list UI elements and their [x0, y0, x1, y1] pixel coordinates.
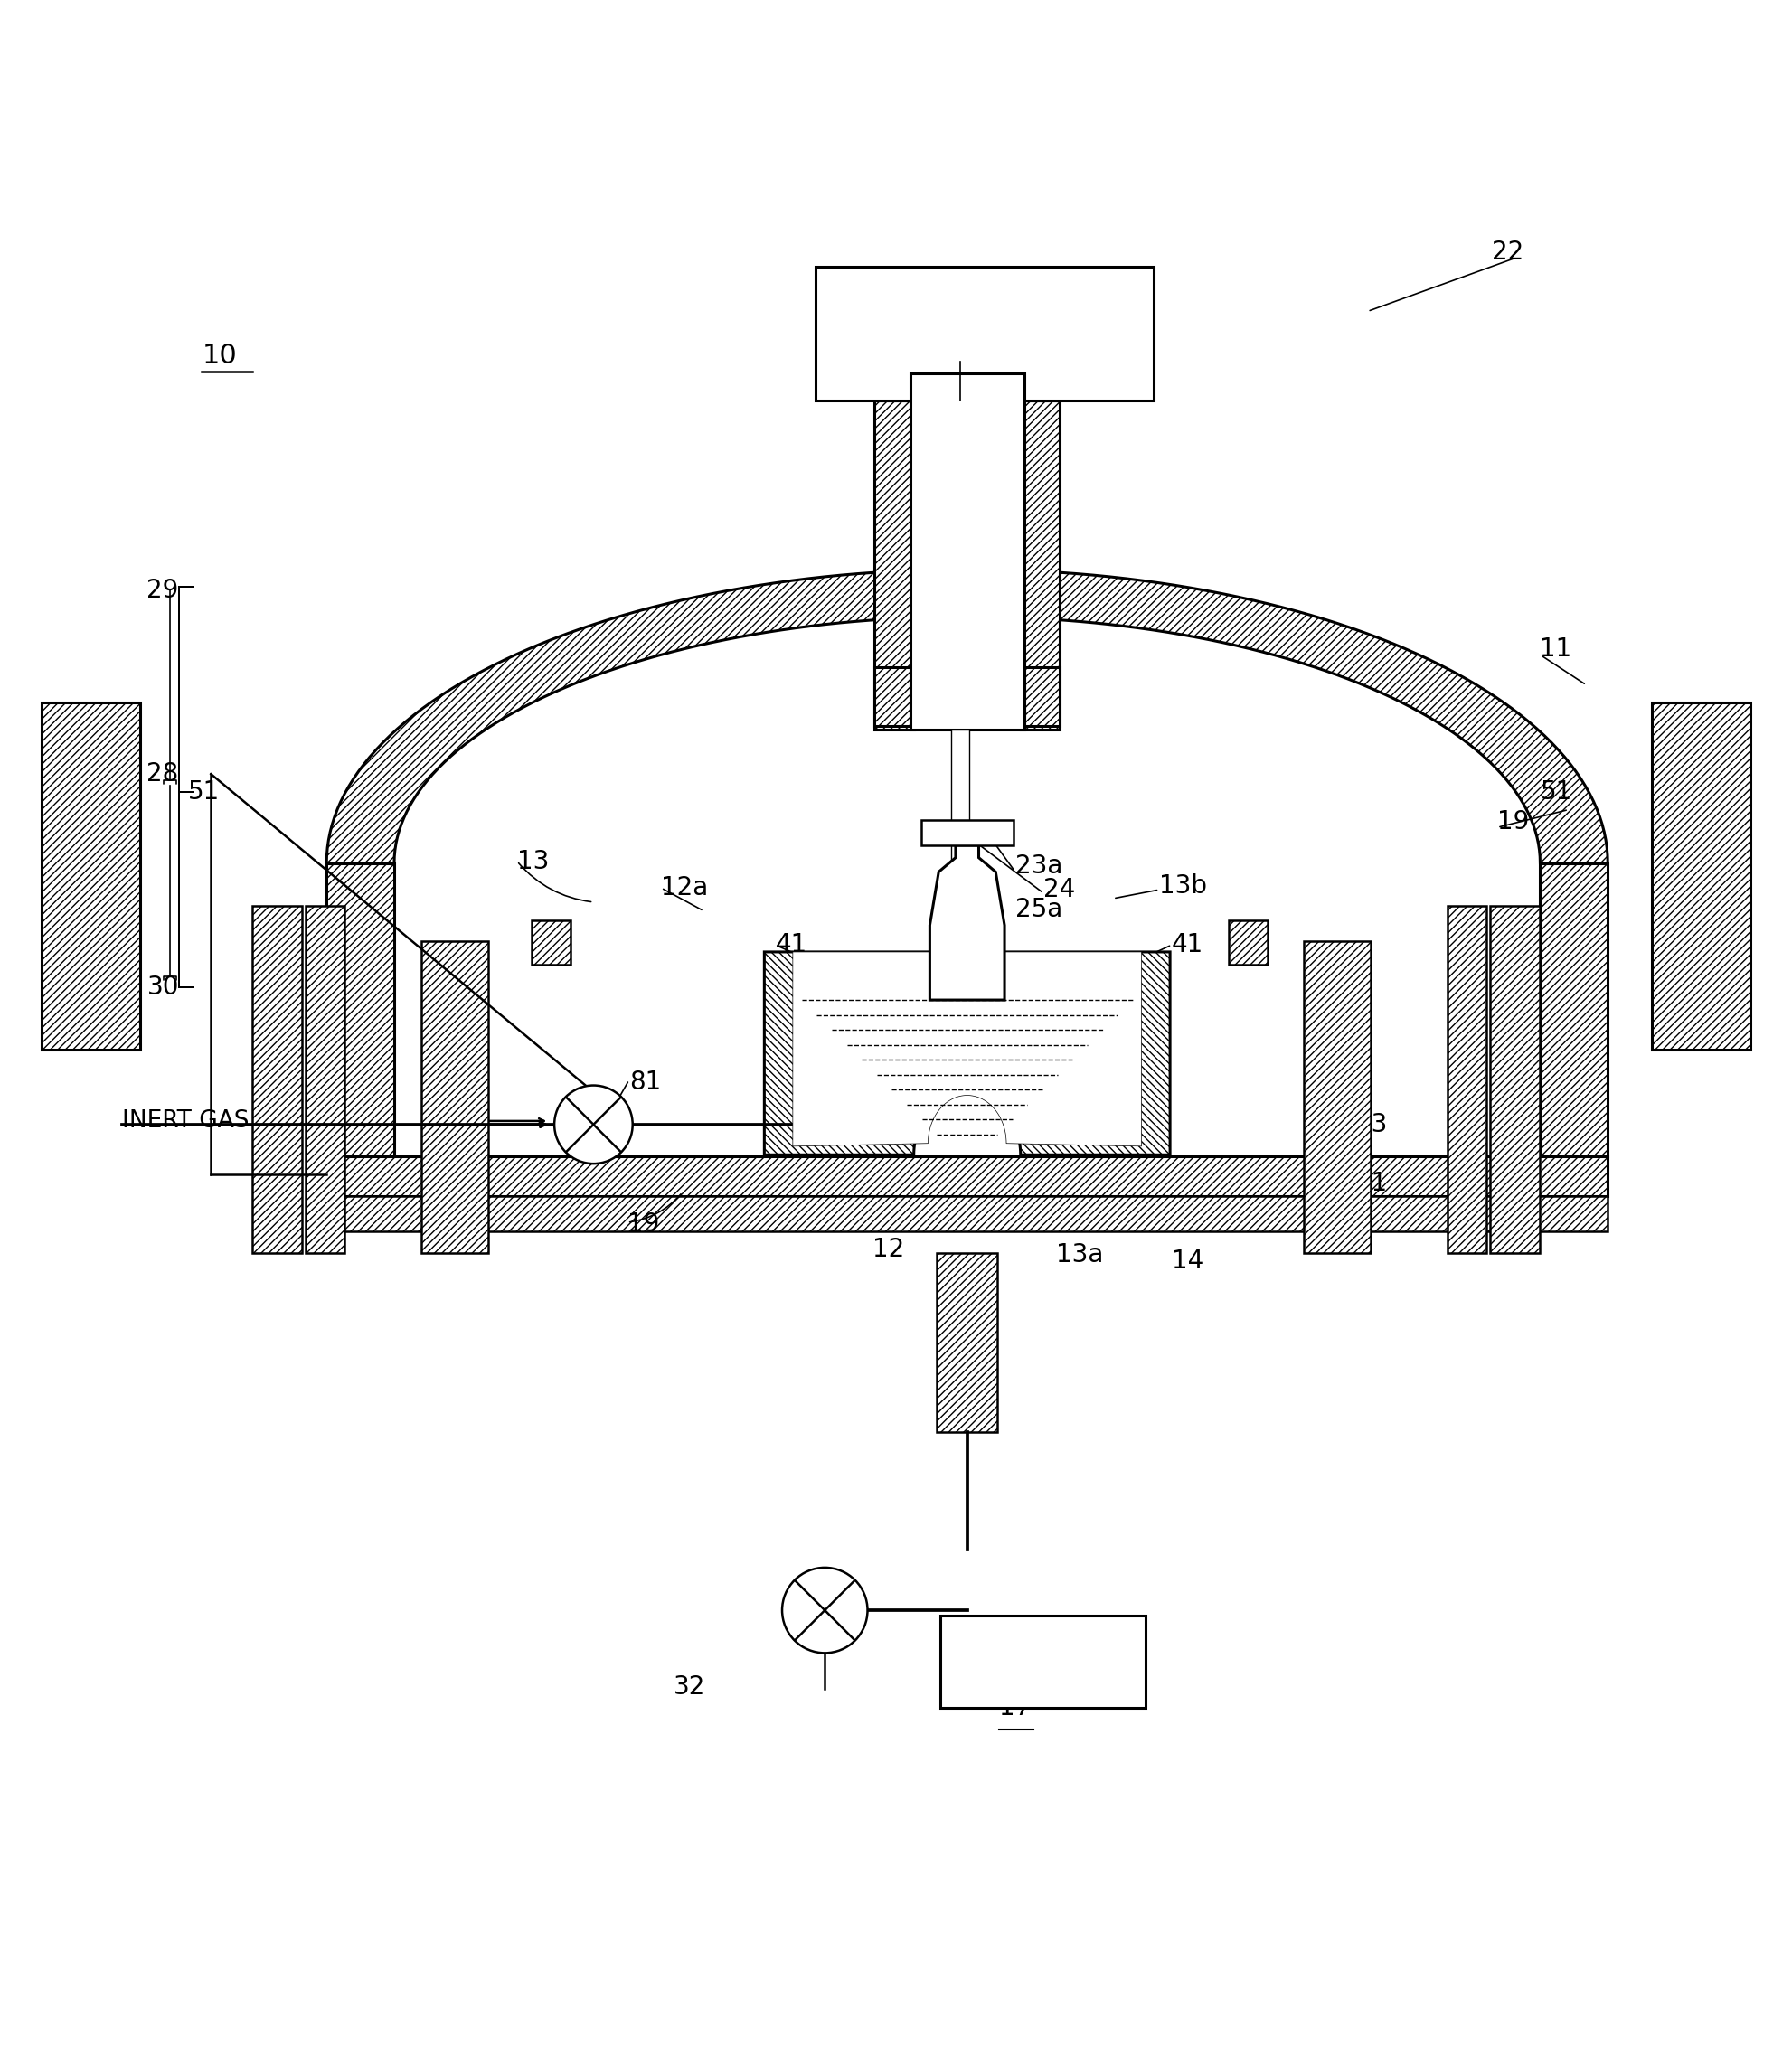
- Text: 51: 51: [188, 778, 220, 805]
- Polygon shape: [930, 844, 1005, 999]
- Polygon shape: [1448, 906, 1487, 1253]
- Polygon shape: [874, 361, 1059, 400]
- Text: 22: 22: [1493, 239, 1523, 266]
- Text: 12: 12: [873, 1236, 905, 1261]
- Polygon shape: [874, 400, 914, 729]
- Text: 19: 19: [1498, 809, 1529, 834]
- Circle shape: [554, 1086, 633, 1164]
- Polygon shape: [910, 374, 1023, 729]
- Polygon shape: [1021, 400, 1059, 729]
- Polygon shape: [941, 1616, 1145, 1709]
- Text: 19: 19: [627, 1212, 659, 1236]
- Polygon shape: [326, 570, 1607, 863]
- Polygon shape: [792, 952, 1142, 1146]
- Text: 16: 16: [941, 1304, 973, 1329]
- Polygon shape: [530, 921, 570, 964]
- Polygon shape: [765, 952, 1170, 1154]
- Polygon shape: [914, 361, 1021, 729]
- Text: 14: 14: [1172, 1249, 1204, 1273]
- Polygon shape: [1652, 704, 1751, 1051]
- Text: 24: 24: [1043, 877, 1075, 902]
- Polygon shape: [41, 704, 140, 1051]
- Text: 10: 10: [202, 343, 237, 369]
- Polygon shape: [910, 667, 1023, 727]
- Polygon shape: [921, 819, 1014, 844]
- Text: 12a: 12a: [661, 875, 708, 900]
- Polygon shape: [952, 729, 969, 935]
- Text: 25a: 25a: [1016, 896, 1063, 923]
- Text: 28: 28: [147, 762, 179, 786]
- Circle shape: [781, 1567, 867, 1653]
- Text: 23: 23: [1355, 1112, 1387, 1137]
- Polygon shape: [1229, 921, 1269, 964]
- Polygon shape: [253, 906, 301, 1253]
- Text: INERT GAS: INERT GAS: [122, 1108, 249, 1133]
- Polygon shape: [421, 941, 489, 1253]
- Text: 17: 17: [1000, 1695, 1030, 1721]
- Polygon shape: [1491, 906, 1539, 1253]
- Text: 25: 25: [968, 958, 1000, 982]
- Text: 81: 81: [629, 1069, 661, 1094]
- Polygon shape: [874, 667, 910, 727]
- Polygon shape: [326, 1156, 1607, 1195]
- Text: 29: 29: [147, 578, 179, 603]
- Polygon shape: [326, 1195, 1607, 1232]
- Polygon shape: [1023, 667, 1059, 727]
- Text: 11: 11: [1539, 638, 1572, 663]
- Text: 41: 41: [774, 933, 806, 958]
- Text: 23a: 23a: [1016, 854, 1063, 879]
- Polygon shape: [815, 266, 1154, 400]
- Polygon shape: [1303, 941, 1371, 1253]
- Text: 13b: 13b: [1159, 873, 1208, 898]
- Text: 32: 32: [674, 1674, 706, 1699]
- Text: 13: 13: [516, 848, 548, 873]
- Text: 51: 51: [1539, 778, 1572, 805]
- Text: 13a: 13a: [1055, 1243, 1104, 1267]
- Text: 30: 30: [147, 974, 179, 1001]
- Polygon shape: [1539, 863, 1607, 1156]
- Polygon shape: [937, 1253, 998, 1432]
- Polygon shape: [326, 863, 394, 1156]
- Text: 41: 41: [1172, 933, 1204, 958]
- Text: 21: 21: [1355, 1170, 1387, 1195]
- Polygon shape: [305, 906, 344, 1253]
